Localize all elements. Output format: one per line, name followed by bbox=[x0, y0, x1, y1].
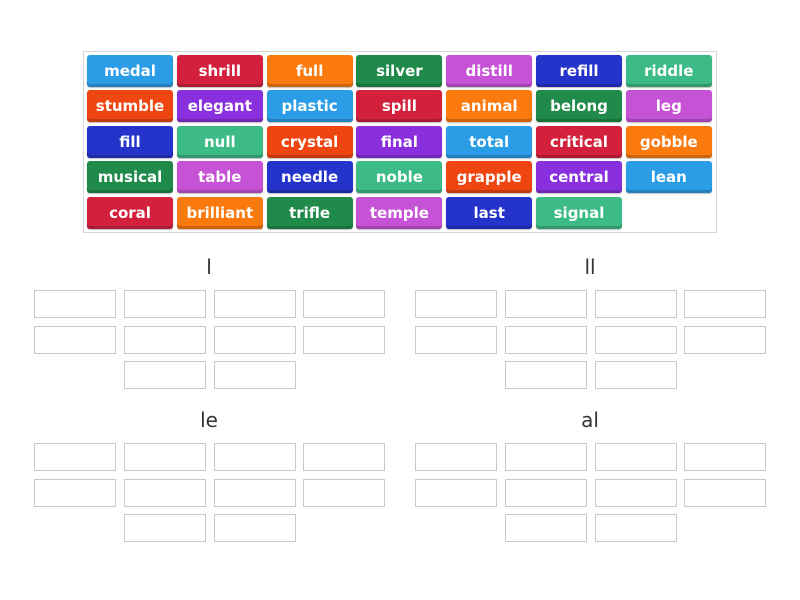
drop-slot-al[interactable] bbox=[505, 443, 587, 471]
word-tile-crystal[interactable]: crystal bbox=[266, 125, 353, 158]
word-tile-gobble[interactable]: gobble bbox=[625, 125, 712, 158]
drop-slot-al[interactable] bbox=[505, 478, 587, 507]
word-tile-central[interactable]: central bbox=[536, 161, 622, 194]
drop-slot-ll[interactable] bbox=[684, 325, 766, 354]
drop-slot-l[interactable] bbox=[34, 325, 116, 354]
drop-slot-al[interactable] bbox=[595, 478, 677, 507]
word-tile-null[interactable]: null bbox=[176, 125, 263, 158]
drop-slot-le[interactable] bbox=[214, 514, 296, 542]
word-tile-riddle[interactable]: riddle bbox=[625, 55, 712, 87]
word-tile-brilliant[interactable]: brilliant bbox=[176, 196, 263, 229]
group-title-ll: ll bbox=[584, 255, 596, 279]
word-tile-leg[interactable]: leg bbox=[625, 90, 712, 123]
drop-slot-al[interactable] bbox=[415, 443, 497, 471]
drop-slot-ll[interactable] bbox=[415, 290, 497, 318]
word-tile-full[interactable]: full bbox=[266, 55, 353, 87]
drop-slot-ll[interactable] bbox=[684, 290, 766, 318]
group-title-le: le bbox=[200, 408, 218, 432]
drop-slot-ll[interactable] bbox=[415, 325, 497, 354]
word-tile-needle[interactable]: needle bbox=[266, 161, 353, 194]
word-tile-total[interactable]: total bbox=[446, 125, 533, 158]
drop-slot-le[interactable] bbox=[214, 443, 296, 471]
drop-slot-ll[interactable] bbox=[595, 290, 677, 318]
word-tile-silver[interactable]: silver bbox=[356, 55, 443, 87]
drop-slot-le[interactable] bbox=[214, 478, 296, 507]
drop-slot-l[interactable] bbox=[214, 325, 296, 354]
drop-slot-ll[interactable] bbox=[505, 290, 587, 318]
word-tile-temple[interactable]: temple bbox=[356, 196, 443, 229]
word-tile-stumble[interactable]: stumble bbox=[87, 90, 173, 123]
word-tile-trifle[interactable]: trifle bbox=[266, 196, 353, 229]
word-tile-coral[interactable]: coral bbox=[87, 196, 173, 229]
drop-slot-ll[interactable] bbox=[505, 325, 587, 354]
word-tile-table[interactable]: table bbox=[176, 161, 263, 194]
drop-slot-l[interactable] bbox=[34, 290, 116, 318]
drop-slot-le[interactable] bbox=[303, 478, 385, 507]
drop-slot-le[interactable] bbox=[34, 478, 116, 507]
word-tile-shrill[interactable]: shrill bbox=[176, 55, 263, 87]
drop-slot-al[interactable] bbox=[415, 478, 497, 507]
drop-slot-l[interactable] bbox=[214, 290, 296, 318]
drop-slot-ll[interactable] bbox=[505, 361, 587, 389]
word-tile-noble[interactable]: noble bbox=[356, 161, 443, 194]
word-tile-spill[interactable]: spill bbox=[356, 90, 443, 123]
word-tile-musical[interactable]: musical bbox=[87, 161, 173, 194]
drop-slot-le[interactable] bbox=[124, 514, 206, 542]
drop-slot-l[interactable] bbox=[124, 361, 206, 389]
drop-slot-al[interactable] bbox=[684, 443, 766, 471]
drop-slot-al[interactable] bbox=[505, 514, 587, 542]
drop-slot-l[interactable] bbox=[124, 290, 206, 318]
drop-slot-ll[interactable] bbox=[595, 361, 677, 389]
word-tile-grapple[interactable]: grapple bbox=[446, 161, 533, 194]
word-tile-distill[interactable]: distill bbox=[446, 55, 533, 87]
word-tile-tray: medal shrill full silver distill refill riddle… bbox=[83, 51, 717, 233]
word-tile-elegant[interactable]: elegant bbox=[176, 90, 263, 123]
drop-slot-l[interactable] bbox=[303, 290, 385, 318]
word-tile-last[interactable]: last bbox=[446, 196, 533, 229]
drop-slot-l[interactable] bbox=[214, 361, 296, 389]
drop-slot-le[interactable] bbox=[303, 443, 385, 471]
drop-slot-al[interactable] bbox=[595, 443, 677, 471]
word-tile-medal[interactable]: medal bbox=[87, 55, 173, 87]
word-tile-plastic[interactable]: plastic bbox=[266, 90, 353, 123]
word-tile-signal[interactable]: signal bbox=[536, 196, 622, 229]
drop-slot-le[interactable] bbox=[124, 443, 206, 471]
drop-slot-l[interactable] bbox=[124, 325, 206, 354]
drop-slot-le[interactable] bbox=[124, 478, 206, 507]
drop-slot-al[interactable] bbox=[684, 478, 766, 507]
word-tile-refill[interactable]: refill bbox=[536, 55, 622, 87]
drop-slot-l[interactable] bbox=[303, 325, 385, 354]
word-tile-fill[interactable]: fill bbox=[87, 125, 173, 158]
word-tile-final[interactable]: final bbox=[356, 125, 443, 158]
drop-slot-al[interactable] bbox=[595, 514, 677, 542]
group-title-l: l bbox=[206, 255, 212, 279]
word-tile-belong[interactable]: belong bbox=[536, 90, 622, 123]
drop-slot-ll[interactable] bbox=[595, 325, 677, 354]
group-title-al: al bbox=[581, 408, 599, 432]
word-tile-lean[interactable]: lean bbox=[625, 161, 712, 194]
drop-slot-le[interactable] bbox=[34, 443, 116, 471]
word-tile-critical[interactable]: critical bbox=[536, 125, 622, 158]
word-tile-animal[interactable]: animal bbox=[446, 90, 533, 123]
